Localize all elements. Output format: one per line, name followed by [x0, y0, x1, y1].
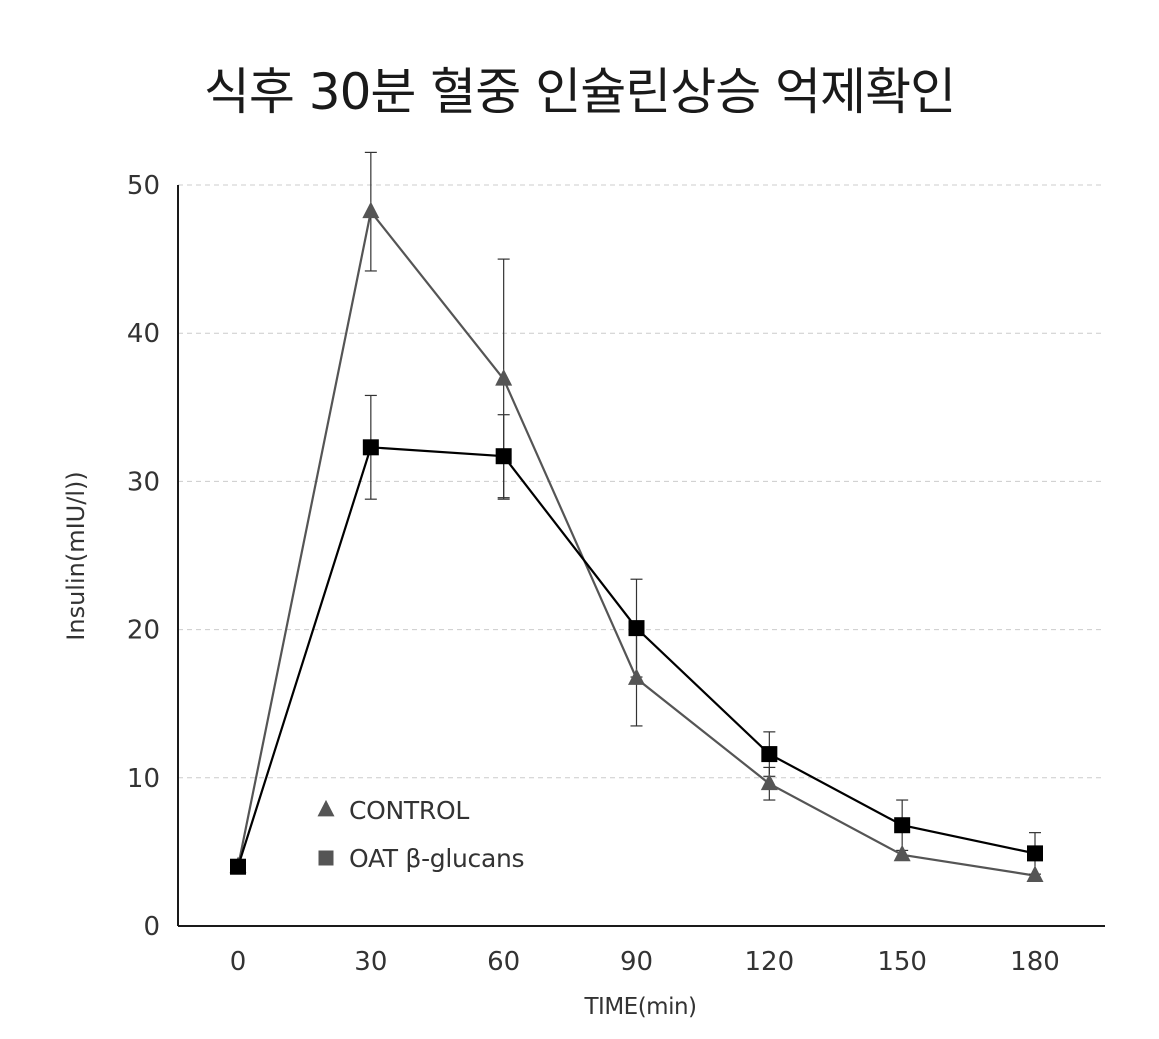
data-point-oat-beta-glucans: [230, 858, 246, 875]
data-point-oat-beta-glucans: [628, 620, 645, 637]
y-axis-title: Insulin(mIU/l)): [62, 471, 90, 640]
data-point-oat-beta-glucans: [894, 817, 911, 834]
y-tick-label: 10: [127, 764, 160, 794]
x-tick-label: 30: [354, 947, 387, 977]
legend-label: CONTROL: [349, 796, 469, 825]
series-line-control: [236, 209, 1036, 877]
legend-marker-oat-beta-glucans: [318, 850, 334, 866]
data-point-oat-beta-glucans: [1027, 845, 1043, 862]
y-tick-label: 30: [127, 467, 160, 497]
data-point-control: [628, 668, 645, 685]
y-tick-label: 0: [143, 912, 160, 942]
data-point-oat-beta-glucans: [362, 439, 379, 456]
data-point-oat-beta-glucans: [761, 746, 778, 763]
chart-title: 식후 30분 혈중 인슐린상승 억제확인: [203, 63, 956, 121]
x-tick-label: 60: [487, 947, 520, 977]
x-tick-label: 90: [620, 947, 653, 977]
x-tick-label: 150: [877, 947, 927, 977]
data-point-control: [1026, 865, 1044, 883]
data-point-control: [893, 844, 911, 862]
data-point-control: [760, 773, 778, 791]
legend-label: OAT β-glucans: [349, 844, 524, 873]
y-tick-label: 40: [127, 319, 160, 349]
y-tick-label: 50: [127, 171, 160, 201]
legend-marker-control: [317, 799, 335, 817]
data-point-control: [362, 201, 380, 219]
x-axis-title: TIME(min): [583, 994, 696, 1020]
data-point-oat-beta-glucans: [495, 448, 512, 465]
data-point-control: [495, 369, 513, 386]
x-tick-label: 120: [745, 947, 795, 977]
x-tick-label: 180: [1010, 947, 1060, 977]
x-tick-label: 0: [230, 947, 247, 977]
y-tick-label: 20: [127, 616, 160, 646]
